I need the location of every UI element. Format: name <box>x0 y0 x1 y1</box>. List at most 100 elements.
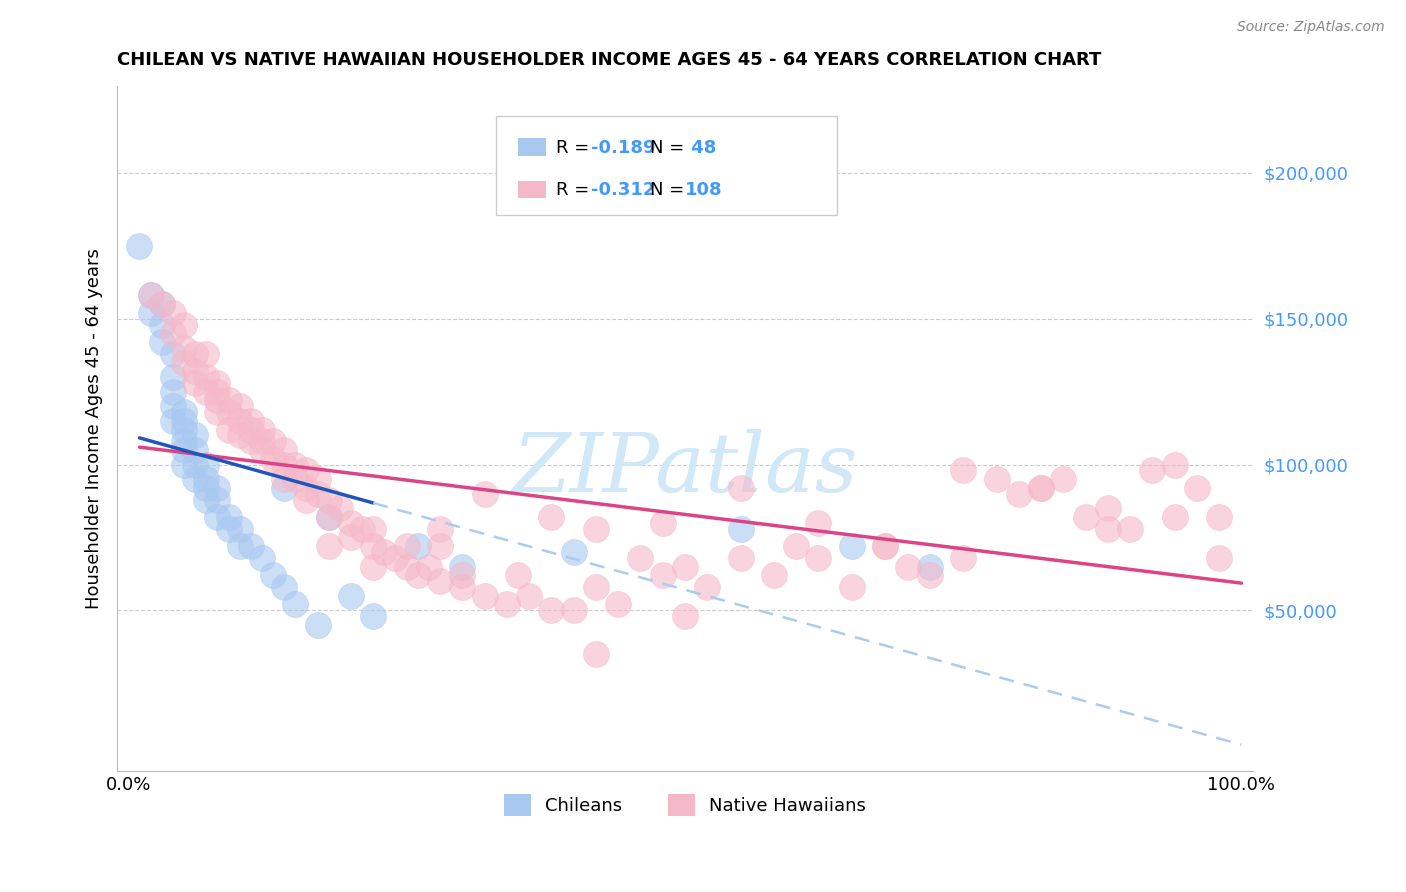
Text: -0.312: -0.312 <box>591 181 655 200</box>
Point <box>495 598 517 612</box>
Point <box>1185 481 1208 495</box>
Point <box>918 568 941 582</box>
Text: N =: N = <box>650 138 690 157</box>
Point <box>952 550 974 565</box>
Point <box>207 393 229 408</box>
Point <box>1074 510 1097 524</box>
Point <box>429 574 451 589</box>
Point <box>1008 486 1031 500</box>
Point <box>875 539 897 553</box>
Point <box>841 580 863 594</box>
Point <box>207 384 229 399</box>
Point <box>418 559 440 574</box>
Point <box>1119 522 1142 536</box>
Legend: Chileans, Native Hawaiians: Chileans, Native Hawaiians <box>496 787 873 823</box>
Point <box>184 428 207 442</box>
Point <box>474 589 496 603</box>
Point <box>173 414 195 428</box>
Point <box>1208 510 1230 524</box>
Point <box>295 481 318 495</box>
Y-axis label: Householder Income Ages 45 - 64 years: Householder Income Ages 45 - 64 years <box>86 248 103 608</box>
Point <box>184 442 207 457</box>
Point <box>340 531 363 545</box>
Point <box>184 347 207 361</box>
Point <box>195 458 218 472</box>
Point <box>162 306 184 320</box>
Point <box>318 510 340 524</box>
Point <box>173 442 195 457</box>
Point <box>273 442 295 457</box>
Point <box>162 370 184 384</box>
Point <box>361 522 384 536</box>
Point <box>228 522 250 536</box>
Point <box>173 318 195 332</box>
Point <box>284 472 307 486</box>
Point <box>273 580 295 594</box>
Point <box>250 550 273 565</box>
Point <box>173 423 195 437</box>
Point <box>373 545 395 559</box>
Point <box>184 364 207 378</box>
Point <box>139 288 162 302</box>
Point <box>429 539 451 553</box>
Point <box>284 458 307 472</box>
Point <box>1097 501 1119 516</box>
Point <box>195 481 218 495</box>
Point <box>340 516 363 530</box>
Point <box>406 568 429 582</box>
Point <box>250 423 273 437</box>
Point <box>307 486 329 500</box>
Point <box>162 384 184 399</box>
Point <box>896 559 918 574</box>
Point <box>730 522 752 536</box>
Point <box>218 423 240 437</box>
Point <box>1142 463 1164 477</box>
Point <box>361 539 384 553</box>
Point <box>451 568 474 582</box>
Point <box>517 589 540 603</box>
Point <box>696 580 718 594</box>
Point <box>361 609 384 624</box>
Point <box>173 355 195 369</box>
Point <box>173 434 195 449</box>
Point <box>762 568 785 582</box>
Point <box>207 492 229 507</box>
Text: N =: N = <box>650 181 690 200</box>
Point <box>307 472 329 486</box>
Point <box>395 559 418 574</box>
Point <box>607 598 630 612</box>
Point <box>228 414 250 428</box>
Text: Source: ZipAtlas.com: Source: ZipAtlas.com <box>1237 20 1385 34</box>
Point <box>540 510 562 524</box>
Point <box>184 376 207 390</box>
Point <box>239 539 262 553</box>
Text: -0.189: -0.189 <box>591 138 655 157</box>
Point <box>139 288 162 302</box>
Point <box>340 589 363 603</box>
Point <box>150 297 173 311</box>
Point <box>284 598 307 612</box>
Point <box>239 423 262 437</box>
Point <box>673 559 696 574</box>
Point <box>173 458 195 472</box>
Point <box>295 492 318 507</box>
Point <box>1029 481 1052 495</box>
Point <box>540 603 562 617</box>
Point <box>195 370 218 384</box>
Point <box>673 609 696 624</box>
Text: R =: R = <box>557 138 595 157</box>
Point <box>807 550 830 565</box>
Point <box>139 306 162 320</box>
Point <box>585 647 607 661</box>
Text: 108: 108 <box>686 181 723 200</box>
Point <box>730 550 752 565</box>
Point <box>361 559 384 574</box>
Point <box>150 297 173 311</box>
Point <box>228 428 250 442</box>
Point <box>318 539 340 553</box>
Point <box>1029 481 1052 495</box>
Point <box>228 539 250 553</box>
Text: 48: 48 <box>686 138 717 157</box>
Point <box>195 472 218 486</box>
Point <box>239 414 262 428</box>
